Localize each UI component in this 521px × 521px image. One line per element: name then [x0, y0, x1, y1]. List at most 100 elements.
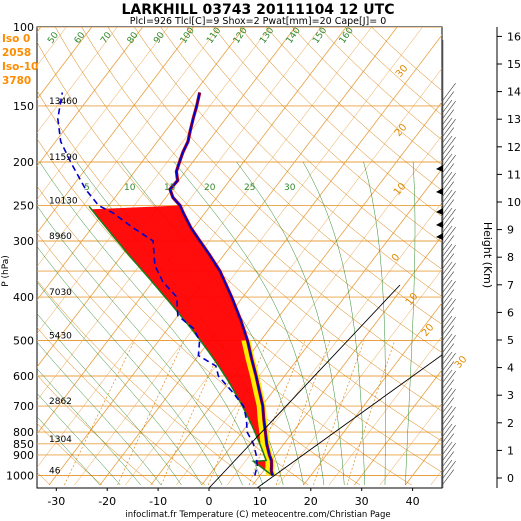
theta-label: 10: [392, 181, 409, 198]
wind-barb: [442, 335, 456, 353]
wind-barb: [442, 389, 456, 407]
dry-adiabat: [37, 185, 361, 486]
height-tick-label: 2: [507, 417, 514, 430]
wind-barb: [442, 245, 456, 263]
mixing-ratio-line: [346, 340, 396, 486]
temp-tick-label: 20: [304, 495, 318, 508]
wind-barb: [442, 101, 456, 119]
temp-tick-label: 40: [406, 495, 420, 508]
mixing-ratio-line: [313, 340, 365, 486]
wind-pennant: [436, 221, 443, 228]
iso10-height: 3780: [2, 75, 31, 87]
pressure-tick-label: 500: [13, 334, 34, 347]
isotherm-line: [354, 369, 442, 486]
wind-barb: [442, 225, 453, 239]
isotherm-line: [37, 27, 245, 301]
wind-barb: [442, 137, 456, 155]
moist-adiabat: [236, 161, 345, 486]
isotherm-line: [37, 27, 296, 368]
wind-barb: [442, 371, 456, 389]
wind-barb: [442, 441, 453, 455]
height-tick-label: 0: [507, 472, 514, 485]
dry-adiabat: [160, 27, 442, 297]
wind-barb: [442, 353, 456, 371]
wind-barb: [442, 443, 456, 461]
moist-adiabat: [405, 161, 416, 486]
wind-barb: [442, 315, 453, 329]
wind-barb: [442, 181, 455, 197]
wind-barb: [442, 407, 456, 425]
wind-barb: [442, 263, 456, 281]
isotherm-line: [37, 27, 194, 234]
std-height-label: 10130: [49, 196, 78, 206]
wind-barb: [442, 227, 456, 245]
wind-barb: [442, 317, 456, 335]
moist-adiabat: [39, 161, 264, 486]
mixing-ratio-label: 150: [311, 26, 329, 46]
dry-adiabat: [107, 27, 442, 353]
height-tick-label: 3: [507, 389, 514, 402]
pressure-tick-label: 100: [13, 21, 34, 34]
wind-barb: [442, 253, 455, 269]
isotherm-line: [37, 27, 169, 200]
grid-layer: [37, 27, 442, 486]
dry-adiabat: [37, 374, 154, 486]
height-tick-label: 1: [507, 444, 514, 457]
wind-barb: [442, 423, 453, 437]
isotherm-line: [176, 135, 442, 486]
pressure-tick-label: 400: [13, 291, 34, 304]
wind-barb: [442, 379, 455, 395]
iso0-label: Iso 0: [2, 33, 30, 45]
pressure-tick-label: 150: [13, 100, 34, 113]
wind-pennant: [436, 208, 443, 215]
height-tick-label: 9: [507, 224, 514, 237]
wind-barb: [442, 405, 453, 419]
theta-label: 10: [404, 291, 421, 308]
mixing-ratio-mid-label: 15: [164, 183, 175, 193]
isotherm-line: [328, 335, 442, 486]
mixing-ratio-label: 60: [73, 30, 88, 45]
wind-barb: [442, 325, 455, 341]
mixing-ratio-label: 160: [338, 26, 356, 46]
height-tick-label: 4: [507, 362, 514, 375]
moist-adiabat: [37, 205, 243, 486]
temperature-line: [168, 92, 274, 476]
theta-label: 30: [453, 354, 470, 371]
wind-barb: [442, 433, 455, 449]
mixing-ratio-label: 50: [46, 30, 61, 45]
chart-subtitle: Plcl=926 Tlcl[C]=9 Shox=2 Pwat[mm]=20 Ca…: [130, 16, 387, 27]
moist-adiabat: [37, 281, 203, 486]
std-height-label: 7030: [49, 288, 72, 298]
parcel-path: [88, 205, 274, 477]
wind-barb: [442, 459, 453, 473]
wind-barbs: [436, 40, 456, 488]
wind-barb: [442, 207, 453, 221]
isotherm-line: [74, 27, 423, 486]
height-tick-label: 8: [507, 251, 514, 264]
wind-barb: [442, 109, 455, 125]
wind-barb: [442, 135, 453, 149]
wind-barb: [442, 281, 456, 299]
isotherm-line: [99, 34, 442, 486]
height-tick-label: 5: [507, 334, 514, 347]
iso-labels: Iso 0 2058 Iso-10 3780: [2, 33, 38, 87]
wind-barb: [442, 343, 455, 359]
mixing-ratio-mid-label: 20: [204, 183, 216, 193]
std-height-label: 1304: [49, 435, 72, 445]
height-tick-label: 11: [507, 168, 521, 181]
moist-adiabat: [37, 368, 141, 486]
reference-line: [256, 354, 442, 488]
temp-tick-label: 30: [355, 495, 369, 508]
wind-barb: [442, 261, 453, 275]
height-axis-label: Height (Km): [481, 222, 494, 288]
isotherm-line: [405, 436, 442, 486]
moist-adiabat: [37, 246, 223, 486]
temp-tick-label: 0: [206, 495, 213, 508]
wind-barb: [442, 163, 455, 179]
dry-adiabat: [37, 327, 206, 486]
wind-barb: [442, 369, 453, 383]
height-tick-label: 12: [507, 141, 521, 154]
isotherm-line: [37, 27, 93, 100]
